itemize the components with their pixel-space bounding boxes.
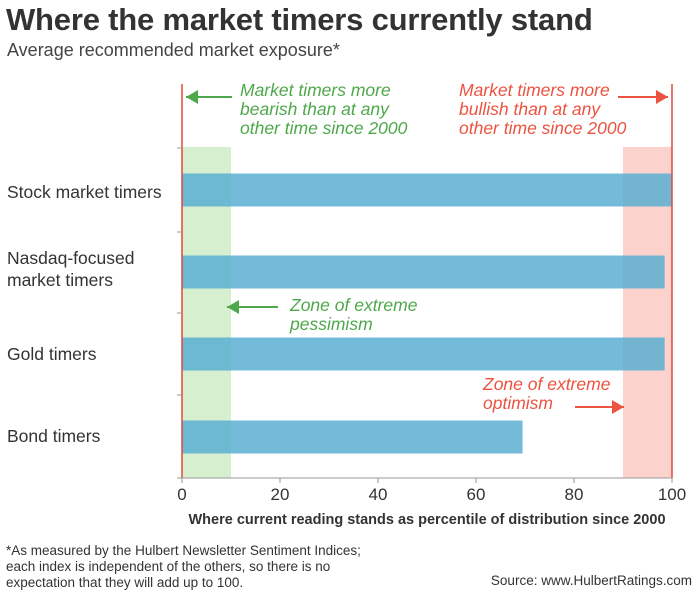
category-label: Nasdaq-focused (7, 248, 134, 268)
x-tick-label: 20 (271, 485, 290, 504)
category-label: Bond timers (7, 426, 101, 446)
x-tick-label: 0 (177, 485, 186, 504)
arrow-head (656, 90, 668, 104)
footnote-line: each index is independent of the others,… (6, 559, 331, 574)
bullish-annotation: bullish than at any (459, 99, 601, 119)
bullish-arrow-icon (618, 90, 668, 104)
pessimism-annotation: Zone of extreme (289, 295, 418, 315)
optimism-annotation: Zone of extreme (482, 374, 611, 394)
arrow-head (186, 90, 198, 104)
bullish-annotation: Market timers more (459, 80, 610, 100)
bar (182, 173, 672, 207)
category-label: market timers (7, 270, 113, 290)
bearish-arrow-icon (186, 90, 232, 104)
optimism-arrow-icon (575, 400, 624, 414)
footnote: *As measured by the Hulbert Newsletter S… (6, 543, 361, 591)
category-label: Gold timers (7, 344, 97, 364)
source-note: Source: www.HulbertRatings.com (490, 573, 692, 588)
pessimism-annotation: pessimism (289, 314, 373, 334)
footnote-line: *As measured by the Hulbert Newsletter S… (6, 543, 361, 558)
x-tick-label: 40 (369, 485, 388, 504)
bar (182, 255, 665, 289)
pessimism-arrow-icon (227, 300, 278, 314)
bar (182, 420, 523, 454)
arrow-head (227, 300, 239, 314)
bearish-annotation: other time since 2000 (240, 118, 408, 138)
arrow-head (612, 400, 624, 414)
footnote-line: expectation that they will add up to 100… (6, 575, 244, 590)
x-tick-label: 80 (565, 485, 584, 504)
x-tick-label: 100 (658, 485, 686, 504)
chart-title: Where the market timers currently stand (6, 2, 593, 37)
x-axis-label: Where current reading stands as percenti… (188, 512, 665, 528)
category-label: Stock market timers (7, 182, 162, 202)
bearish-annotation: Market timers more (240, 80, 391, 100)
chart-subtitle: Average recommended market exposure* (7, 40, 340, 60)
chart-area: 0 20 40 60 80 100 Where current reading stand… (7, 80, 686, 528)
bearish-annotation: bearish than at any (240, 99, 390, 119)
optimism-annotation: optimism (483, 393, 553, 413)
x-tick-label: 60 (467, 485, 486, 504)
bar (182, 337, 665, 371)
bullish-annotation: other time since 2000 (459, 118, 627, 138)
